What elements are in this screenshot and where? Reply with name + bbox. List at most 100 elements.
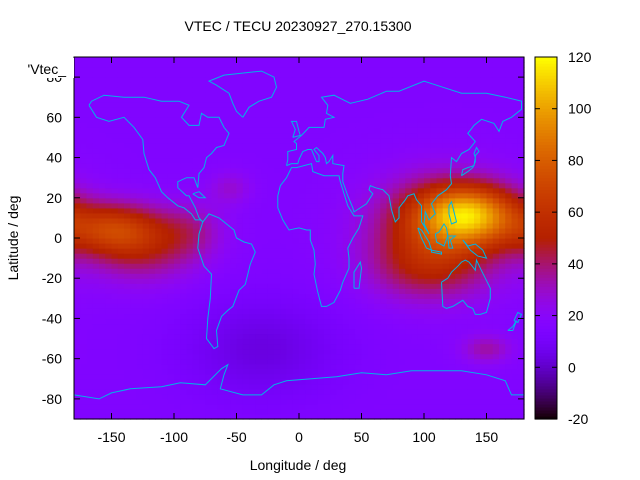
heatmap-cell	[286, 283, 294, 289]
heatmap-cell	[74, 187, 81, 194]
heatmap-cell	[155, 197, 163, 204]
heatmap-cell	[111, 278, 119, 284]
heatmap-cell	[217, 197, 225, 204]
heatmap-cell	[342, 413, 350, 420]
heatmap-cell	[355, 373, 363, 380]
heatmap-cell	[130, 102, 138, 108]
heatmap-cell	[430, 62, 438, 68]
heatmap-cell	[261, 177, 269, 184]
heatmap-cell	[349, 258, 356, 264]
heatmap-cell	[342, 87, 350, 93]
heatmap-cell	[261, 383, 269, 390]
heatmap-cell	[424, 268, 431, 274]
heatmap-cell	[224, 333, 231, 340]
heatmap-cell	[105, 298, 113, 304]
heatmap-cell	[186, 87, 194, 93]
heatmap-cell	[392, 333, 400, 340]
heatmap-cell	[167, 127, 175, 134]
heatmap-cell	[342, 318, 350, 325]
heatmap-cell	[286, 253, 294, 259]
heatmap-cell	[467, 107, 475, 113]
heatmap-cell	[161, 323, 169, 330]
heatmap-cell	[380, 403, 388, 410]
heatmap-cell	[99, 202, 106, 209]
heatmap-cell	[324, 328, 331, 335]
heatmap-cell	[149, 288, 156, 294]
heatmap-cell	[205, 157, 213, 164]
heatmap-cell	[192, 373, 200, 380]
heatmap-cell	[192, 363, 200, 370]
heatmap-cell	[280, 303, 288, 309]
heatmap-cell	[480, 338, 488, 345]
heatmap-cell	[124, 288, 131, 294]
heatmap-cell	[499, 117, 506, 123]
heatmap-cell	[236, 187, 244, 194]
heatmap-cell	[186, 92, 194, 98]
heatmap-cell	[236, 303, 244, 309]
heatmap-cell	[211, 278, 219, 284]
heatmap-cell	[80, 268, 88, 274]
heatmap-cell	[261, 197, 269, 204]
heatmap-cell	[205, 273, 213, 279]
heatmap-cell	[286, 298, 294, 304]
heatmap-cell	[442, 132, 450, 139]
heatmap-cell	[217, 373, 225, 380]
heatmap-cell	[224, 268, 231, 274]
heatmap-cell	[430, 127, 438, 134]
heatmap-cell	[436, 398, 444, 405]
heatmap-cell	[180, 222, 188, 229]
heatmap-cell	[136, 147, 144, 154]
heatmap-cell	[430, 243, 438, 249]
heatmap-cell	[124, 77, 131, 83]
heatmap-cell	[255, 77, 263, 83]
heatmap-cell	[442, 343, 450, 350]
heatmap-cell	[86, 313, 94, 320]
heatmap-cell	[155, 77, 163, 83]
heatmap-cell	[386, 403, 394, 410]
heatmap-cell	[355, 232, 363, 239]
heatmap-cell	[430, 77, 438, 83]
heatmap-cell	[474, 328, 481, 335]
heatmap-cell	[336, 323, 344, 330]
heatmap-cell	[255, 363, 263, 370]
heatmap-cell	[449, 162, 456, 169]
heatmap-cell	[499, 348, 506, 355]
heatmap-cell	[430, 373, 438, 380]
heatmap-cell	[130, 72, 138, 78]
heatmap-cell	[117, 338, 125, 345]
heatmap-cell	[211, 142, 219, 149]
heatmap-cell	[255, 288, 263, 294]
heatmap-cell	[205, 57, 213, 63]
heatmap-cell	[286, 273, 294, 279]
heatmap-cell	[492, 303, 500, 309]
heatmap-cell	[436, 283, 444, 289]
heatmap-cell	[174, 227, 181, 234]
heatmap-cell	[349, 338, 356, 345]
heatmap-cell	[155, 313, 163, 320]
heatmap-cell	[99, 137, 106, 144]
heatmap-cell	[230, 243, 238, 249]
heatmap-cell	[455, 303, 463, 309]
heatmap-cell	[292, 248, 300, 254]
heatmap-cell	[80, 87, 88, 93]
heatmap-cell	[380, 127, 388, 134]
heatmap-cell	[161, 248, 169, 254]
heatmap-cell	[499, 227, 506, 234]
heatmap-cell	[142, 187, 150, 194]
heatmap-cell	[130, 222, 138, 229]
heatmap-cell	[430, 348, 438, 355]
heatmap-cell	[74, 177, 81, 184]
heatmap-cell	[155, 127, 163, 134]
heatmap-cell	[217, 338, 225, 345]
heatmap-cell	[86, 363, 94, 370]
heatmap-cell	[486, 263, 494, 269]
heatmap-cell	[117, 353, 125, 360]
heatmap-cell	[405, 363, 413, 370]
heatmap-cell	[224, 227, 231, 234]
heatmap-cell	[461, 217, 469, 224]
heatmap-cell	[280, 107, 288, 113]
heatmap-cell	[311, 323, 319, 330]
heatmap-cell	[142, 182, 150, 189]
heatmap-cell	[249, 313, 256, 320]
heatmap-cell	[249, 227, 256, 234]
